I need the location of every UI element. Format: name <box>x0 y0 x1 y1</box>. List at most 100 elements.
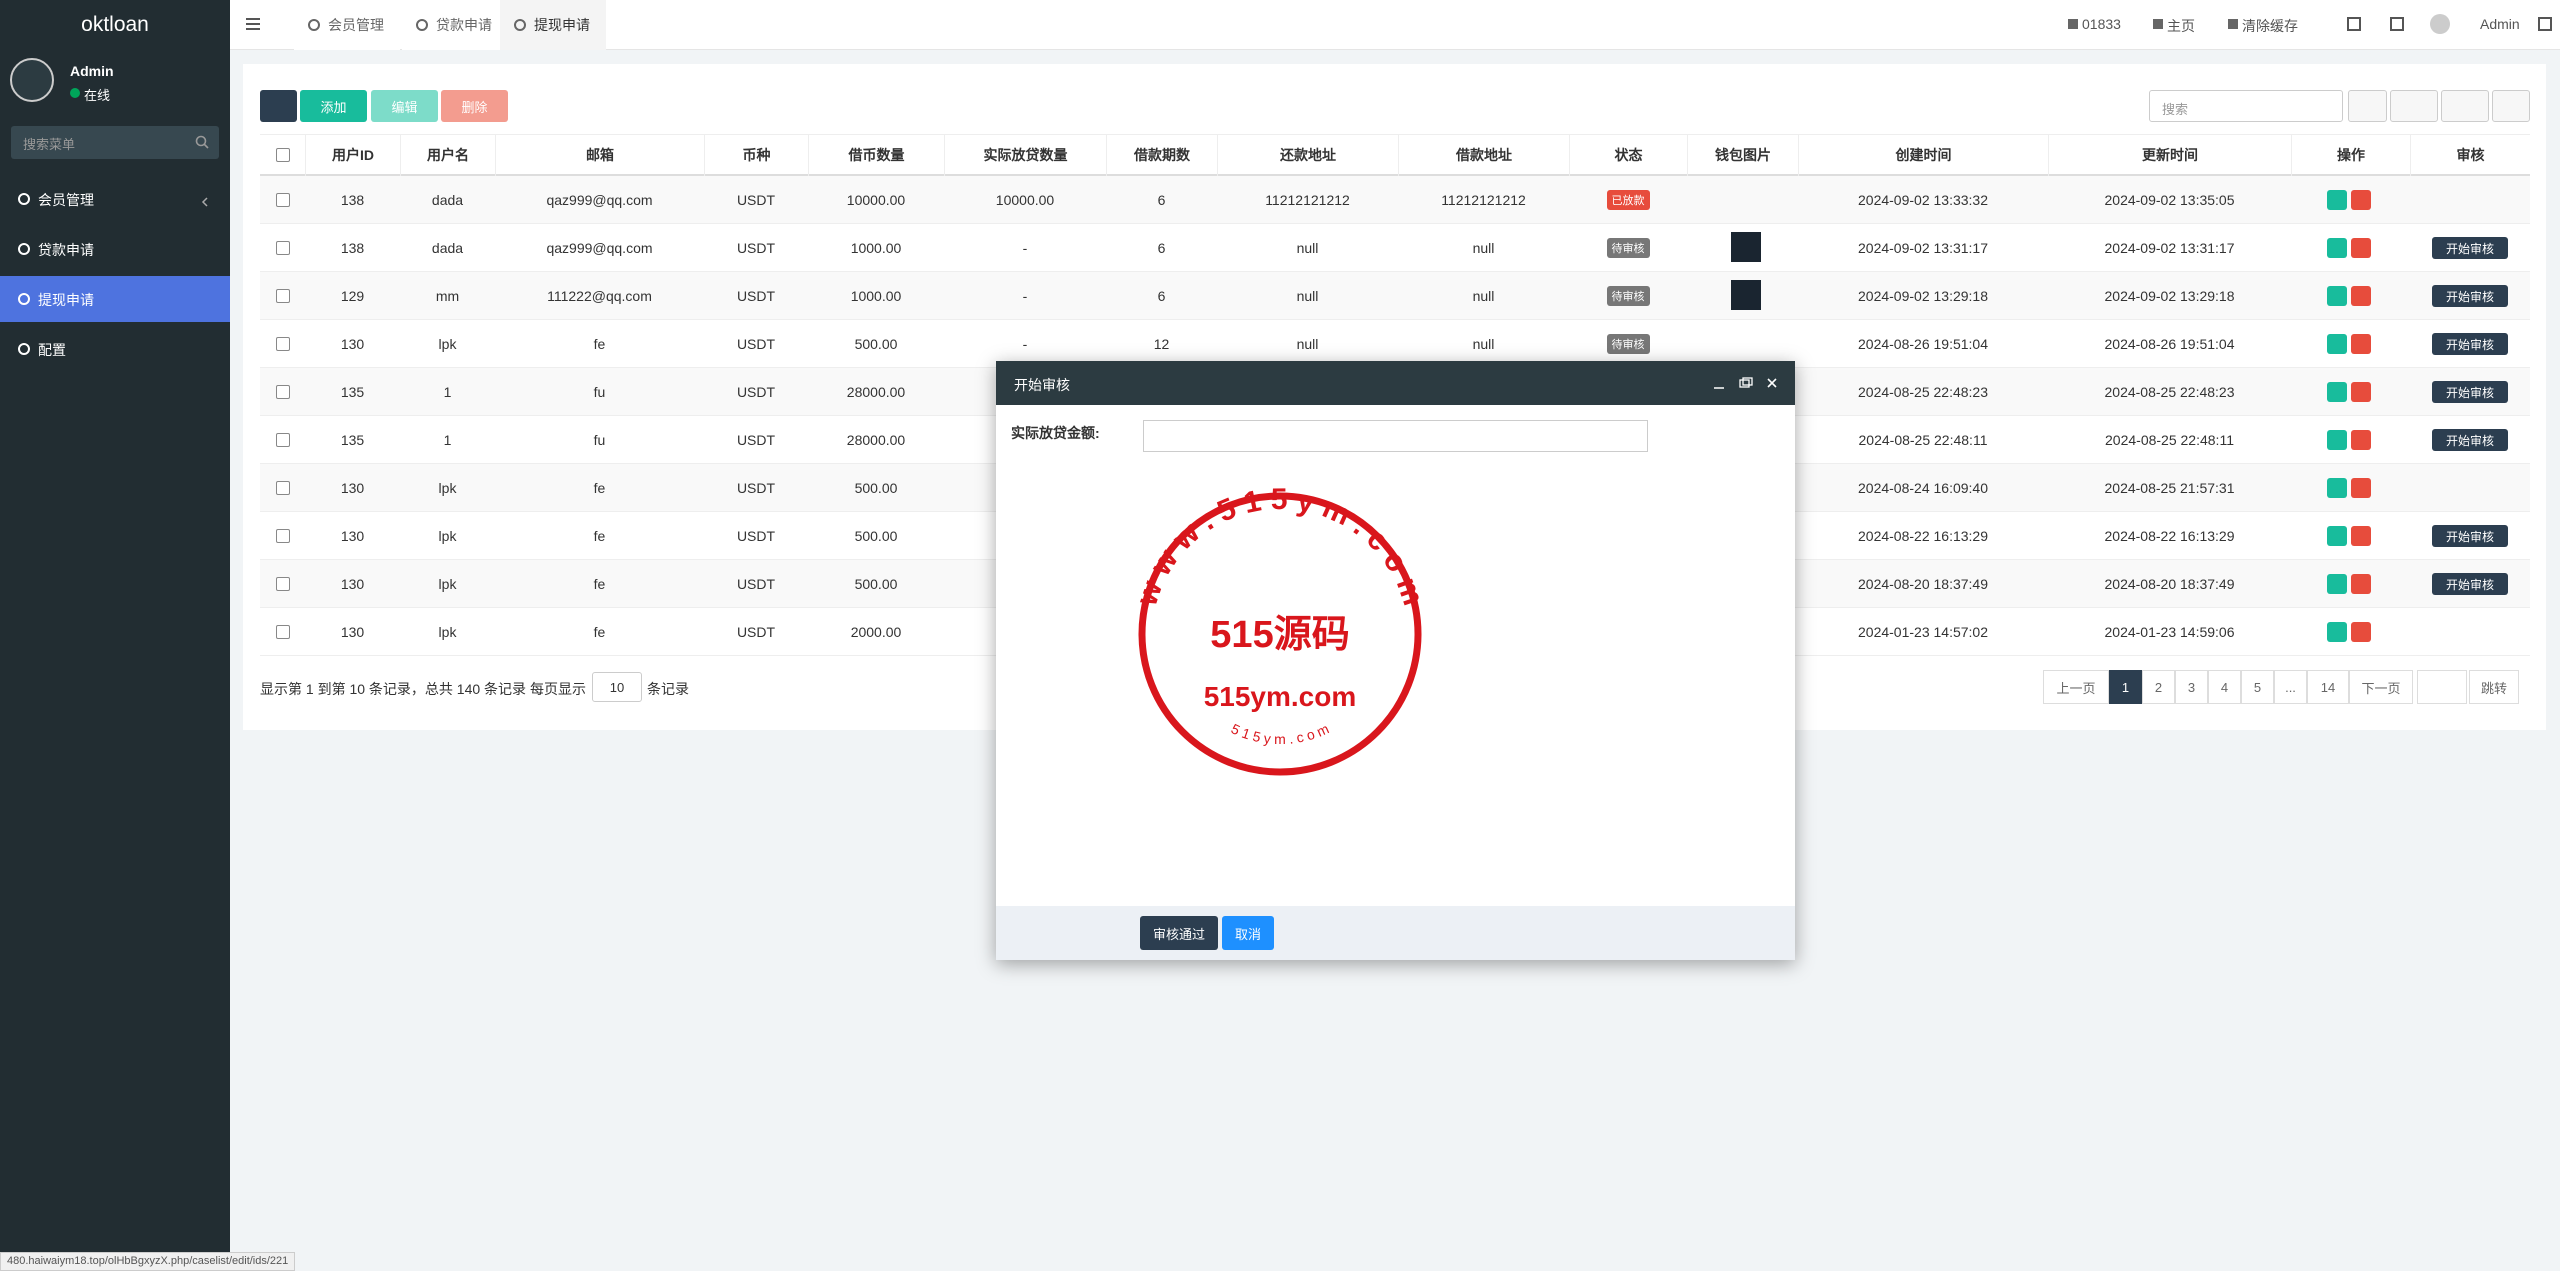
page-button[interactable]: ... <box>2274 670 2307 704</box>
delete-button[interactable] <box>2351 622 2371 642</box>
delete-button[interactable] <box>2351 430 2371 450</box>
toolbar-button[interactable]: 编辑 <box>371 90 438 122</box>
table-cell: 138 <box>340 192 365 208</box>
window-controls[interactable] <box>1712 375 1782 391</box>
row-checkbox[interactable] <box>276 625 290 639</box>
top-user[interactable]: Admin <box>2480 16 2520 32</box>
page-button[interactable]: 3 <box>2175 670 2208 704</box>
column-header: 还款地址 <box>1217 134 1398 176</box>
row-checkbox[interactable] <box>276 385 290 399</box>
table-cell: lpk <box>438 624 457 640</box>
toolbar-icon-button[interactable] <box>2390 90 2438 122</box>
menu-item[interactable]: 会员管理 <box>0 176 230 222</box>
row-checkbox[interactable] <box>276 529 290 543</box>
menu-item[interactable]: 贷款申请 <box>0 226 230 272</box>
table-cell: lpk <box>438 576 457 592</box>
table-cell: USDT <box>736 192 776 208</box>
delete-button[interactable] <box>2351 334 2371 354</box>
audit-button[interactable]: 开始审核 <box>2432 525 2508 547</box>
audit-button[interactable]: 开始审核 <box>2432 237 2508 259</box>
edit-button[interactable] <box>2327 190 2347 210</box>
edit-button[interactable] <box>2327 526 2347 546</box>
menu-item[interactable]: 提现申请 <box>0 276 230 322</box>
top-icon[interactable] <box>2390 17 2404 31</box>
page-button[interactable]: 上一页 <box>2043 670 2109 704</box>
collapse-icon[interactable] <box>200 196 210 208</box>
column-header: 币种 <box>704 134 808 176</box>
page-button[interactable]: 2 <box>2142 670 2175 704</box>
toolbar-button[interactable]: 删除 <box>441 90 508 122</box>
edit-button[interactable] <box>2327 238 2347 258</box>
page-button[interactable]: 14 <box>2307 670 2349 704</box>
table-cell: mm <box>435 288 460 304</box>
menu-search[interactable]: 搜索菜单 <box>11 126 219 159</box>
column-header: 用户ID <box>305 134 400 176</box>
table-summary: 显示第 1 到第 10 条记录，总共 140 条记录 每页显示 <box>260 681 586 697</box>
edit-button[interactable] <box>2327 334 2347 354</box>
tab[interactable]: 提现申请 <box>500 0 606 50</box>
audit-button[interactable]: 开始审核 <box>2432 573 2508 595</box>
edit-button[interactable] <box>2327 478 2347 498</box>
approve-button[interactable]: 审核通过 <box>1140 916 1218 950</box>
top-link[interactable]: 01833 <box>2082 16 2121 32</box>
page-button[interactable]: 5 <box>2241 670 2274 704</box>
online-dot <box>70 88 80 98</box>
page-button[interactable]: 4 <box>2208 670 2241 704</box>
edit-button[interactable] <box>2327 430 2347 450</box>
menu-toggle[interactable] <box>246 17 260 31</box>
page-button[interactable]: 下一页 <box>2349 670 2413 704</box>
tab[interactable]: 贷款申请 <box>402 0 508 50</box>
menu-icon <box>18 293 30 305</box>
tab-icon <box>416 19 428 31</box>
row-checkbox[interactable] <box>276 289 290 303</box>
delete-button[interactable] <box>2351 238 2371 258</box>
edit-button[interactable] <box>2327 574 2347 594</box>
table-cell: null <box>1296 336 1319 352</box>
page-jump-button[interactable]: 跳转 <box>2469 670 2519 704</box>
refresh-button[interactable] <box>260 90 297 122</box>
toolbar-icon-button[interactable] <box>2348 90 2387 122</box>
status-badge: 已放款 <box>1606 190 1650 210</box>
delete-button[interactable] <box>2351 526 2371 546</box>
top-icon[interactable] <box>2347 17 2361 31</box>
header-checkbox[interactable] <box>276 148 290 162</box>
page-size[interactable]: 10 <box>592 672 642 702</box>
top-icon[interactable] <box>2538 17 2552 31</box>
delete-button[interactable] <box>2351 286 2371 306</box>
row-checkbox[interactable] <box>276 193 290 207</box>
edit-button[interactable] <box>2327 622 2347 642</box>
delete-button[interactable] <box>2351 190 2371 210</box>
audit-button[interactable]: 开始审核 <box>2432 285 2508 307</box>
table-cell: 1000.00 <box>850 288 902 304</box>
menu-icon <box>18 243 30 255</box>
toolbar-icon-button[interactable] <box>2441 90 2489 122</box>
page-button[interactable]: 1 <box>2109 670 2142 704</box>
row-checkbox[interactable] <box>276 241 290 255</box>
delete-button[interactable] <box>2351 574 2371 594</box>
logo[interactable]: oktloan <box>81 13 149 36</box>
audit-button[interactable]: 开始审核 <box>2432 381 2508 403</box>
cancel-button[interactable]: 取消 <box>1222 916 1274 950</box>
top-link[interactable]: 主页 <box>2167 18 2195 34</box>
tab[interactable]: 会员管理 <box>294 0 400 50</box>
table-cell: 12 <box>1153 336 1170 352</box>
top-link[interactable]: 清除缓存 <box>2242 18 2298 34</box>
row-checkbox[interactable] <box>276 433 290 447</box>
toolbar-icon-button[interactable] <box>2492 90 2530 122</box>
row-checkbox[interactable] <box>276 577 290 591</box>
row-checkbox[interactable] <box>276 337 290 351</box>
row-checkbox[interactable] <box>276 481 290 495</box>
table-search[interactable]: 搜索 <box>2149 90 2343 122</box>
menu-item[interactable]: 配置 <box>0 326 230 372</box>
amount-input[interactable] <box>1143 420 1648 452</box>
delete-button[interactable] <box>2351 478 2371 498</box>
edit-button[interactable] <box>2327 286 2347 306</box>
toolbar-button[interactable]: 添加 <box>300 90 367 122</box>
page-jump-input[interactable] <box>2417 670 2467 704</box>
delete-button[interactable] <box>2351 382 2371 402</box>
audit-button[interactable]: 开始审核 <box>2432 333 2508 355</box>
edit-button[interactable] <box>2327 382 2347 402</box>
table-cell: 130 <box>340 624 365 640</box>
audit-button[interactable]: 开始审核 <box>2432 429 2508 451</box>
menu-label: 贷款申请 <box>38 242 94 258</box>
